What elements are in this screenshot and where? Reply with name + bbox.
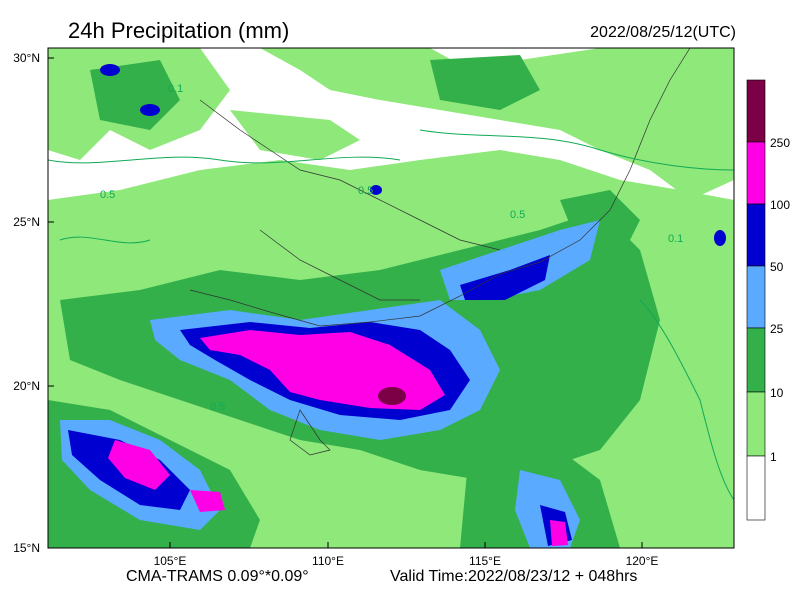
lat-tick-label: 20°N (13, 379, 40, 393)
colorbar-swatch (746, 79, 766, 143)
lon-tick-label: 115°E (469, 554, 501, 568)
contour-label: 0.5 (210, 401, 225, 413)
forecast-datetime: 2022/08/25/12(UTC) (590, 24, 736, 41)
lon-tick-label: 110°E (312, 554, 344, 568)
colorbar-swatch (746, 203, 766, 267)
contour-lines (48, 129, 734, 501)
colorbar-swatch (746, 141, 766, 205)
colorbar-swatch (746, 265, 766, 329)
lon-tick-label: 105°E (153, 554, 187, 568)
colorbar-swatch (746, 391, 766, 457)
model-label: CMA-TRAMS 0.09°*0.09° (126, 568, 309, 585)
contour-label-group: 0.5 0.1 0.5 0.5 0.1 0.5 (100, 83, 683, 413)
colorbar-label: 25 (770, 322, 784, 336)
map-frame (47, 47, 735, 549)
chart-title: 24h Precipitation (mm) (68, 18, 290, 43)
colorbar-label: 50 (770, 260, 784, 274)
colorbar-label: 10 (770, 386, 784, 400)
colorbar (746, 79, 766, 521)
valid-time-label: Valid Time:2022/08/23/12 + 048hrs (390, 568, 638, 585)
lat-tick-label: 25°N (13, 215, 40, 229)
lon-tick-label: 120°E (625, 554, 659, 568)
axis-ticks (48, 57, 643, 549)
lat-tick-label: 30°N (13, 51, 40, 65)
colorbar-label: 1 (770, 450, 777, 464)
colorbar-swatch (746, 327, 766, 393)
colorbar-label: 100 (770, 198, 791, 212)
colorbar-swatch (746, 455, 766, 521)
map-plot-area (48, 48, 734, 548)
lat-tick-label: 15°N (13, 541, 40, 555)
colorbar-label: 250 (770, 136, 791, 150)
contour-label: 0.1 (168, 83, 183, 95)
contour-label: 0.5 (510, 209, 525, 221)
boundary-lines (189, 48, 691, 456)
contour-label: 0.5 (100, 189, 115, 201)
precip-band-250-plus (378, 387, 406, 405)
contour-label: 0.1 (668, 233, 683, 245)
contour-label: 0.5 (358, 185, 373, 197)
